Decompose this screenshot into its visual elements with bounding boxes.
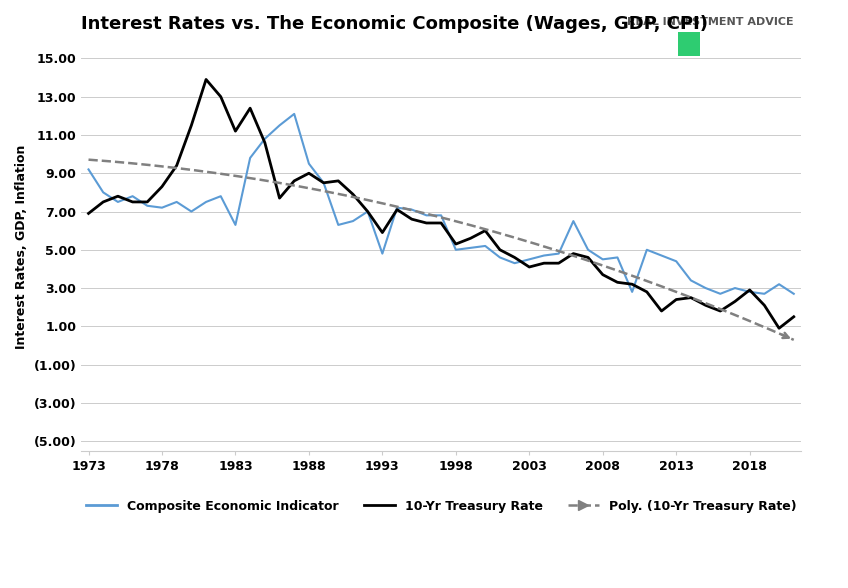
Legend: Composite Economic Indicator, 10-Yr Treasury Rate, Poly. (10-Yr Treasury Rate): Composite Economic Indicator, 10-Yr Trea…: [81, 495, 801, 518]
Text: REAL INVESTMENT ADVICE: REAL INVESTMENT ADVICE: [628, 17, 794, 27]
Text: Interest Rates vs. The Economic Composite (Wages, GDP, CPI): Interest Rates vs. The Economic Composit…: [81, 15, 708, 33]
Y-axis label: Interest Rates, GDP, Inflation: Interest Rates, GDP, Inflation: [15, 145, 28, 349]
